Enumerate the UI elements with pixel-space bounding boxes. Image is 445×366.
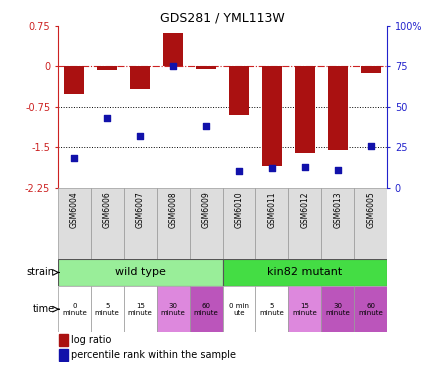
Bar — [354, 286, 387, 332]
Bar — [91, 286, 124, 332]
Bar — [295, 66, 315, 153]
Bar — [328, 66, 348, 150]
Text: GSM6006: GSM6006 — [103, 191, 112, 228]
Text: GSM6011: GSM6011 — [267, 191, 276, 228]
Bar — [288, 286, 321, 332]
Point — [202, 123, 210, 129]
Text: strain: strain — [27, 268, 55, 277]
Text: 60
minute: 60 minute — [358, 303, 383, 315]
Text: log ratio: log ratio — [71, 335, 111, 345]
Text: GSM6004: GSM6004 — [70, 191, 79, 228]
Bar — [97, 66, 117, 70]
Bar — [222, 258, 387, 286]
Bar — [60, 349, 68, 361]
Point — [268, 165, 275, 171]
Point — [301, 164, 308, 169]
Text: 5
minute: 5 minute — [259, 303, 284, 315]
Text: 30
minute: 30 minute — [161, 303, 186, 315]
Bar — [321, 286, 354, 332]
Bar — [354, 188, 387, 258]
Bar — [58, 188, 91, 258]
Bar — [190, 286, 222, 332]
Bar — [124, 286, 157, 332]
Title: GDS281 / YML113W: GDS281 / YML113W — [160, 11, 285, 25]
Text: GSM6005: GSM6005 — [366, 191, 375, 228]
Bar — [58, 286, 91, 332]
Text: GSM6009: GSM6009 — [202, 191, 210, 228]
Text: GSM6012: GSM6012 — [300, 191, 309, 228]
Text: 0
minute: 0 minute — [62, 303, 87, 315]
Bar — [255, 286, 288, 332]
Bar — [196, 66, 216, 69]
Bar — [321, 188, 354, 258]
Text: GSM6010: GSM6010 — [235, 191, 243, 228]
Text: 5
minute: 5 minute — [95, 303, 120, 315]
Text: 30
minute: 30 minute — [325, 303, 350, 315]
Bar — [124, 188, 157, 258]
Bar — [222, 188, 255, 258]
Bar — [361, 66, 380, 72]
Text: wild type: wild type — [115, 268, 166, 277]
Bar — [288, 188, 321, 258]
Point — [367, 143, 374, 149]
Point — [170, 63, 177, 69]
Text: time: time — [32, 304, 55, 314]
Text: GSM6008: GSM6008 — [169, 191, 178, 228]
Point — [137, 133, 144, 139]
Point — [334, 167, 341, 173]
Bar — [163, 33, 183, 66]
Bar — [222, 286, 255, 332]
Bar — [157, 286, 190, 332]
Bar — [60, 334, 68, 346]
Text: 15
minute: 15 minute — [292, 303, 317, 315]
Bar — [229, 66, 249, 115]
Text: percentile rank within the sample: percentile rank within the sample — [71, 350, 236, 360]
Text: GSM6013: GSM6013 — [333, 191, 342, 228]
Bar — [130, 66, 150, 89]
Bar — [91, 188, 124, 258]
Bar — [58, 258, 222, 286]
Text: 60
minute: 60 minute — [194, 303, 218, 315]
Bar — [190, 188, 222, 258]
Bar — [262, 66, 282, 166]
Point — [71, 156, 78, 161]
Text: kin82 mutant: kin82 mutant — [267, 268, 343, 277]
Point — [104, 115, 111, 121]
Text: 0 min
ute: 0 min ute — [229, 303, 249, 315]
Point — [235, 168, 243, 174]
Bar — [255, 188, 288, 258]
Text: 15
minute: 15 minute — [128, 303, 153, 315]
Bar — [157, 188, 190, 258]
Text: GSM6007: GSM6007 — [136, 191, 145, 228]
Bar — [65, 66, 84, 94]
